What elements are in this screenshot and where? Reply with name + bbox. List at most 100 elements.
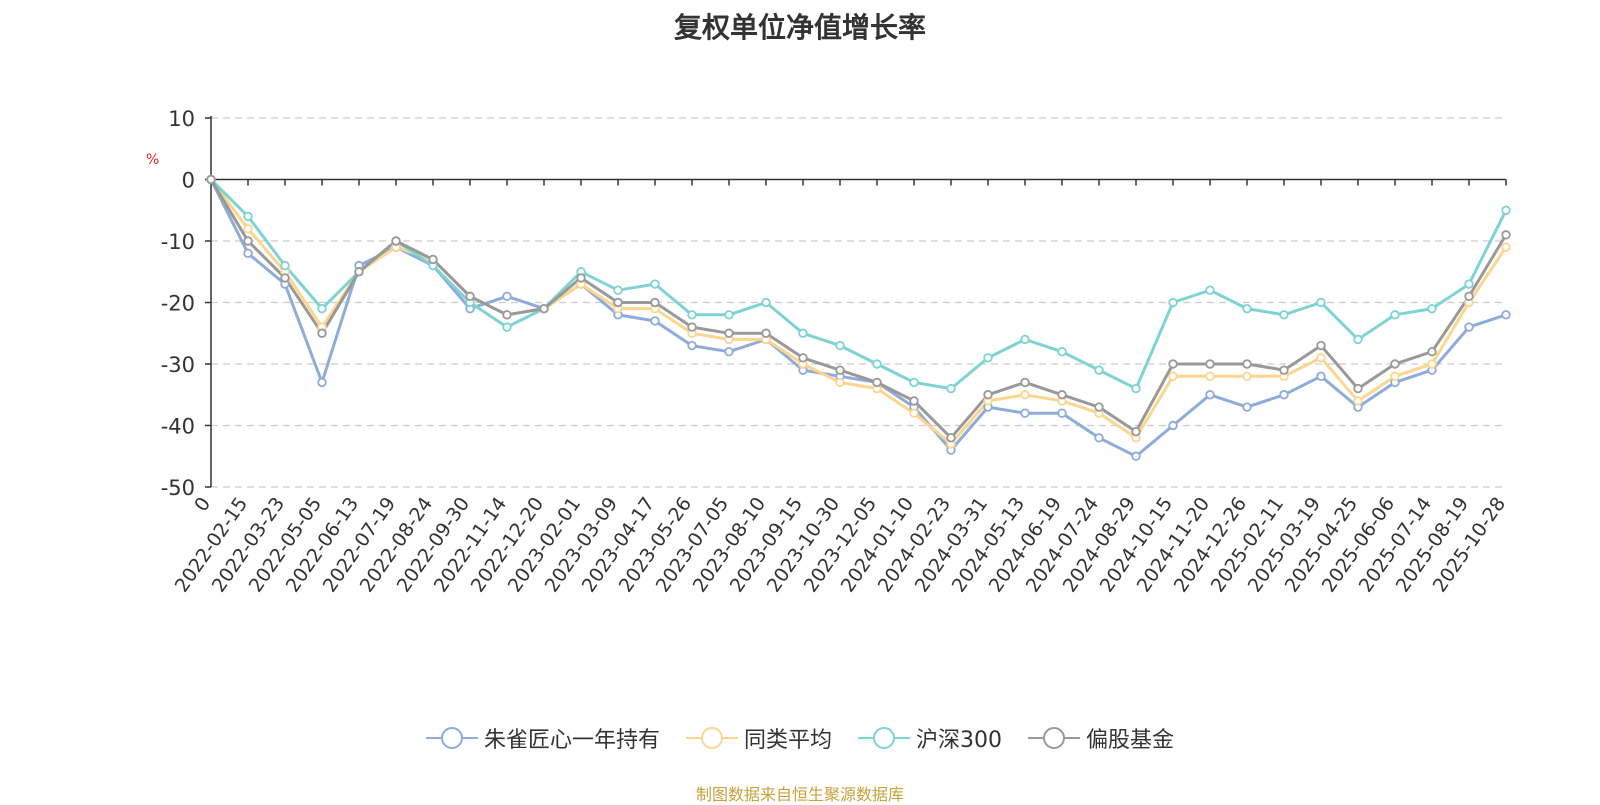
- series-line: [209, 178, 1508, 446]
- data-point: [1242, 359, 1252, 369]
- legend-marker-icon: [1028, 726, 1080, 750]
- series-lines: [209, 178, 1508, 458]
- data-point: [1020, 377, 1030, 388]
- legend-item[interactable]: 偏股基金: [1028, 722, 1174, 754]
- data-point: [687, 340, 697, 351]
- data-point: [724, 347, 734, 357]
- data-point: [1094, 402, 1104, 412]
- x-tick-label: 0: [190, 493, 215, 516]
- legend-item[interactable]: 沪深300: [858, 722, 1002, 754]
- data-point: [1390, 310, 1400, 320]
- data-point: [909, 396, 919, 406]
- data-point: [1279, 310, 1289, 320]
- data-point: [1168, 420, 1178, 431]
- data-point: [1094, 433, 1104, 443]
- data-point: [243, 223, 253, 234]
- data-point: [798, 353, 808, 363]
- series-line: [209, 178, 1508, 391]
- data-point: [946, 433, 956, 443]
- data-point: [1205, 359, 1215, 369]
- data-point: [1279, 365, 1289, 375]
- data-point: [1501, 205, 1511, 215]
- data-point: [835, 365, 845, 375]
- series-line: [209, 178, 1508, 440]
- data-point: [761, 297, 771, 308]
- legend: 朱雀匠心一年持有 同类平均 沪深300 偏股基金: [0, 722, 1600, 754]
- data-point: [1390, 359, 1400, 369]
- chart-title: 复权单位净值增长率: [673, 11, 926, 44]
- legend-marker-icon: [425, 726, 478, 750]
- series-markers: [206, 174, 1511, 461]
- data-point: [1057, 347, 1067, 357]
- data-point: [835, 340, 845, 351]
- data-point: [835, 377, 845, 388]
- data-point: [1279, 390, 1289, 400]
- data-point: [1020, 334, 1030, 345]
- y-tick-label: -20: [161, 292, 195, 316]
- data-point: [1316, 340, 1326, 351]
- data-point: [872, 359, 882, 369]
- data-point: [539, 303, 549, 314]
- data-point: [613, 285, 623, 295]
- data-point: [650, 297, 660, 308]
- data-point: [1168, 359, 1178, 369]
- data-point: [1094, 365, 1104, 375]
- data-point: [650, 316, 660, 326]
- tick-labels: 100-10-20-30-40-5002022-02-152022-03-232…: [161, 107, 1510, 596]
- data-point: [1501, 310, 1511, 320]
- legend-item[interactable]: 同类平均: [685, 722, 832, 754]
- y-tick-label: -30: [161, 353, 195, 377]
- data-point: [243, 236, 253, 246]
- data-point: [1131, 383, 1141, 394]
- data-point: [1353, 396, 1363, 406]
- data-point: [206, 174, 216, 185]
- data-point: [502, 322, 512, 332]
- y-tick-label: -10: [161, 230, 195, 254]
- data-point: [687, 310, 697, 320]
- data-point: [1353, 334, 1363, 345]
- data-point: [1205, 371, 1215, 381]
- legend-label: 朱雀匠心一年持有: [483, 728, 660, 753]
- axes: [205, 116, 1507, 488]
- source-note: 制图数据来自恒生聚源数据库: [695, 785, 904, 804]
- data-point: [650, 279, 660, 289]
- data-point: [1242, 402, 1252, 412]
- data-point: [317, 377, 327, 388]
- data-point: [1501, 230, 1511, 240]
- data-point: [391, 236, 401, 246]
- data-point: [317, 328, 327, 338]
- data-point: [1205, 390, 1215, 400]
- grid-lines: [211, 117, 1506, 488]
- data-point: [1316, 371, 1326, 381]
- data-point: [502, 291, 512, 302]
- data-point: [1316, 297, 1326, 308]
- data-point: [1501, 242, 1511, 252]
- data-point: [243, 248, 253, 258]
- data-point: [1464, 291, 1474, 302]
- data-point: [909, 377, 919, 388]
- data-point: [317, 303, 327, 314]
- series-line: [209, 178, 1508, 458]
- data-point: [761, 328, 771, 338]
- data-point: [1020, 408, 1030, 418]
- data-point: [1390, 371, 1400, 381]
- data-point: [1242, 371, 1252, 381]
- data-point: [1464, 322, 1474, 332]
- legend-item[interactable]: 朱雀匠心一年持有: [425, 722, 660, 754]
- data-point: [1242, 303, 1252, 314]
- data-point: [1427, 359, 1437, 369]
- data-point: [1131, 426, 1141, 437]
- data-point: [724, 328, 734, 338]
- data-point: [1168, 297, 1178, 308]
- data-point: [909, 408, 919, 418]
- data-point: [280, 260, 290, 271]
- data-point: [243, 211, 253, 222]
- data-point: [465, 291, 475, 302]
- y-axis-unit-label: %: [146, 152, 160, 168]
- data-point: [1427, 303, 1437, 314]
- data-point: [576, 273, 586, 283]
- data-point: [428, 254, 438, 265]
- data-point: [1057, 390, 1067, 400]
- legend-marker-icon: [858, 726, 910, 750]
